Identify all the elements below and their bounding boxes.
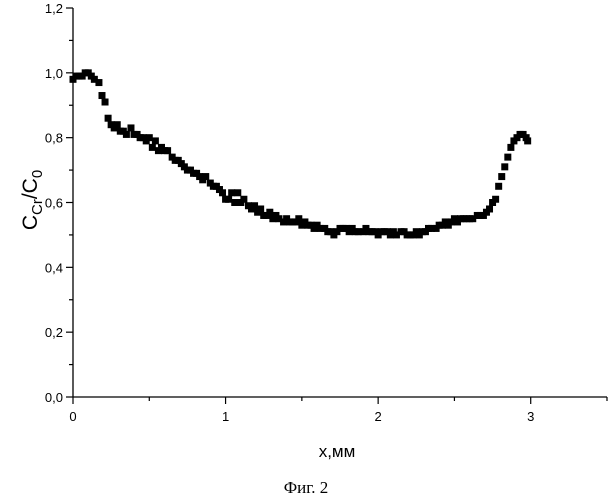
- plot-axes: [73, 8, 607, 397]
- data-point: [492, 196, 499, 203]
- data-point: [257, 205, 264, 212]
- data-point: [501, 163, 508, 170]
- x-tick-label: 1: [222, 409, 229, 424]
- y-tick-label: 0,8: [45, 131, 63, 146]
- data-points: [70, 69, 532, 238]
- data-point: [219, 189, 226, 196]
- x-tick-label: 0: [69, 409, 76, 424]
- data-point: [504, 154, 511, 161]
- data-point: [524, 137, 531, 144]
- data-point: [98, 92, 105, 99]
- data-point: [123, 131, 130, 138]
- x-tick-label: 3: [527, 409, 534, 424]
- data-point: [164, 147, 171, 154]
- x-axis-title: x,мм: [319, 442, 356, 461]
- y-tick-label: 1,0: [45, 66, 63, 81]
- data-point: [127, 124, 134, 131]
- y-tick-label: 0,6: [45, 196, 63, 211]
- data-point: [486, 205, 493, 212]
- data-point: [240, 196, 247, 203]
- y-tick-label: 0,0: [45, 390, 63, 405]
- data-point: [495, 183, 502, 190]
- y-tick-label: 0,2: [45, 325, 63, 340]
- data-point: [114, 121, 121, 128]
- data-point: [95, 79, 102, 86]
- data-point: [507, 144, 514, 151]
- data-point: [266, 209, 273, 216]
- data-point: [105, 115, 112, 122]
- data-point: [146, 134, 153, 141]
- data-point: [228, 189, 235, 196]
- data-point: [295, 215, 302, 222]
- y-axis-ticks: 0,0 0,2 0,4 0,6 0,8 1,0 1,2: [45, 1, 73, 405]
- data-point: [234, 189, 241, 196]
- data-point: [202, 173, 209, 180]
- y-axis-title: CCr/C0: [19, 170, 46, 230]
- data-point: [231, 199, 238, 206]
- data-point: [102, 99, 109, 106]
- data-point: [251, 202, 258, 209]
- figure-caption: Фиг. 2: [284, 478, 329, 497]
- y-tick-label: 1,2: [45, 1, 63, 16]
- data-point: [152, 137, 159, 144]
- x-axis-ticks: 0 1 2 3: [69, 397, 607, 424]
- data-point: [149, 144, 156, 151]
- data-point: [498, 173, 505, 180]
- x-tick-label: 2: [375, 409, 382, 424]
- y-tick-label: 0,4: [45, 260, 63, 275]
- data-point: [225, 196, 232, 203]
